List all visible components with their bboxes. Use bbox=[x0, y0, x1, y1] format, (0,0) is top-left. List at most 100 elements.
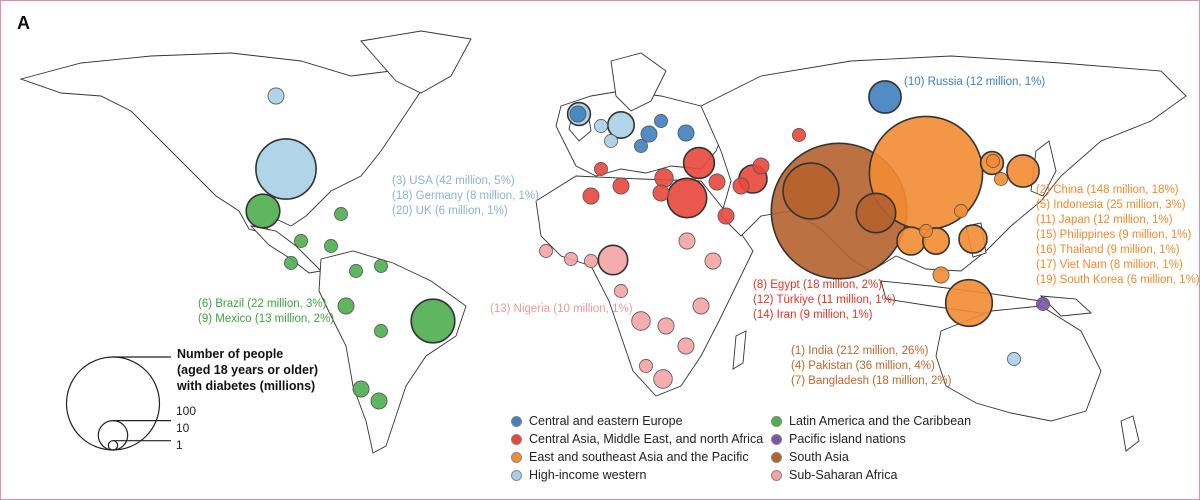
region-legend-item: South Asia bbox=[771, 450, 849, 464]
region-color-swatch bbox=[771, 469, 782, 481]
label-east-southeast-asia: (2) China (148 million, 18%) (5) Indonesi… bbox=[1036, 183, 1200, 288]
label-sub-saharan-africa: (13) Nigeria (10 million, 1%) bbox=[490, 302, 633, 317]
country-label: (20) UK (6 million, 1%) bbox=[392, 205, 508, 217]
country-label: (18) Germany (8 million, 1%) bbox=[392, 190, 539, 202]
region-legend-label: Pacific island nations bbox=[789, 432, 906, 446]
bubble-small-country bbox=[654, 168, 674, 188]
region-legend-item: Pacific island nations bbox=[771, 432, 906, 446]
panel-letter: A bbox=[17, 13, 30, 33]
region-legend-label: Central Asia, Middle East, and north Afr… bbox=[529, 432, 764, 446]
bubble-small-country bbox=[634, 139, 648, 153]
country-label: (12) Türkiye (11 million, 1%) bbox=[753, 294, 896, 306]
region-legend-item: Sub-Saharan Africa bbox=[771, 468, 897, 482]
bubble-small-country bbox=[654, 114, 668, 128]
country-label: (14) Iran (9 million, 1%) bbox=[753, 309, 873, 321]
bubble-small-country bbox=[631, 311, 651, 331]
country-label: (8) Egypt (18 million, 2%) bbox=[753, 279, 883, 291]
madagascar-landmass bbox=[732, 330, 747, 370]
country-label: (11) Japan (12 million, 1%) bbox=[1036, 214, 1173, 226]
region-color-swatch bbox=[771, 451, 782, 463]
country-label: (4) Pakistan (36 million, 4%) bbox=[791, 360, 935, 372]
size-legend-title: Number of people (aged 18 years or older… bbox=[177, 346, 318, 394]
region-color-swatch bbox=[511, 451, 522, 463]
country-label: (13) Nigeria (10 million, 1%) bbox=[490, 303, 633, 315]
bubble-small-country bbox=[604, 134, 618, 148]
bubble-small-country bbox=[677, 124, 695, 142]
bubble-small-country bbox=[294, 234, 308, 248]
region-legend-item: Latin America and the Caribbean bbox=[771, 414, 971, 428]
bubble-small-country bbox=[374, 259, 388, 273]
bubble-small-country bbox=[708, 173, 726, 191]
bubble-t-rkiye bbox=[682, 146, 716, 180]
size-legend-title-line: (aged 18 years or older) bbox=[177, 363, 319, 377]
region-color-swatch bbox=[771, 415, 782, 427]
new-zealand-landmass bbox=[1120, 415, 1140, 452]
label-central-eastern-europe: (10) Russia (12 million, 1%) bbox=[904, 75, 1045, 90]
country-label: (19) South Korea (6 million, 1%) bbox=[1036, 274, 1200, 286]
bubble-small-country bbox=[334, 207, 348, 221]
country-label: (17) Viet Nam (8 million, 1%) bbox=[1036, 259, 1183, 271]
region-legend-item: High-income western bbox=[511, 468, 646, 482]
bubble-small-country bbox=[704, 252, 722, 270]
bubble-small-country bbox=[692, 297, 710, 315]
bubble-layer bbox=[245, 80, 1050, 410]
scale-label-1: 1 bbox=[176, 438, 183, 452]
country-label: (15) Philippines (9 million, 1%) bbox=[1036, 229, 1192, 241]
label-high-income-western: (3) USA (42 million, 5%) (18) Germany (8 … bbox=[392, 174, 539, 219]
region-legend-label: Central and eastern Europe bbox=[529, 414, 683, 428]
country-label: (2) China (148 million, 18%) bbox=[1036, 184, 1179, 196]
bubble-small-country bbox=[652, 184, 670, 202]
label-camena: (8) Egypt (18 million, 2%) (12) Türkiye (… bbox=[753, 278, 896, 323]
country-label: (16) Thailand (9 million, 1%) bbox=[1036, 244, 1180, 256]
region-color-swatch bbox=[511, 415, 522, 427]
bubble-bangladesh bbox=[855, 192, 897, 234]
bubble-small-country bbox=[752, 157, 770, 175]
bubble-small-country bbox=[584, 254, 598, 268]
size-legend-circle bbox=[107, 440, 119, 451]
bubble-mexico bbox=[245, 193, 281, 229]
country-label: (7) Bangladesh (18 million, 2%) bbox=[791, 375, 952, 387]
bubble-small-country bbox=[324, 239, 338, 253]
size-legend-circle bbox=[65, 356, 161, 451]
country-label: (1) India (212 million, 26%) bbox=[791, 345, 929, 357]
region-legend-label: South Asia bbox=[789, 450, 849, 464]
bubble-small-country bbox=[717, 207, 735, 225]
bubble-egypt bbox=[666, 177, 708, 219]
bubble-small-country bbox=[640, 125, 658, 143]
region-legend-item: East and southeast Asia and the Pacific bbox=[511, 450, 749, 464]
scale-label-100: 100 bbox=[176, 404, 197, 418]
bubble-small-country bbox=[732, 177, 750, 195]
bubble-small-country bbox=[564, 252, 578, 266]
bubble-small-country bbox=[337, 297, 355, 315]
scandinavia-landmass bbox=[610, 52, 667, 112]
bubble-small-country bbox=[267, 87, 285, 105]
south-america-landmass bbox=[318, 250, 467, 454]
region-color-swatch bbox=[511, 469, 522, 481]
size-legend-circle bbox=[97, 419, 129, 451]
bubble-small-country bbox=[919, 224, 933, 238]
scale-label-10: 10 bbox=[176, 421, 190, 435]
region-legend-label: Latin America and the Caribbean bbox=[789, 414, 972, 428]
bubble-small-country bbox=[349, 264, 363, 278]
bubble-small-country bbox=[994, 172, 1008, 186]
bubble-small-country bbox=[954, 204, 968, 218]
bubble-small-country bbox=[986, 154, 1000, 168]
bubble-small-country bbox=[792, 128, 806, 142]
bubble-small-country bbox=[1036, 297, 1050, 311]
bubble-pakistan bbox=[782, 162, 840, 220]
size-legend-title-line: Number of people bbox=[177, 347, 284, 361]
bubble-brazil bbox=[410, 298, 456, 344]
region-legend-label: Sub-Saharan Africa bbox=[789, 468, 898, 482]
bubble-philippines bbox=[958, 224, 988, 254]
region-legend-label: High-income western bbox=[529, 468, 647, 482]
label-latin-america: (6) Brazil (22 million, 3%) (9) Mexico (1… bbox=[198, 297, 334, 327]
bubble-small-country bbox=[677, 337, 695, 355]
country-label: (5) Indonesia (25 million, 3%) bbox=[1036, 199, 1186, 211]
country-label: (10) Russia (12 million, 1%) bbox=[904, 76, 1046, 88]
png-landmass bbox=[1039, 295, 1093, 317]
bubble-small-country bbox=[352, 380, 370, 398]
bubble-russia bbox=[868, 80, 902, 114]
bubble-small-country bbox=[1007, 352, 1021, 366]
